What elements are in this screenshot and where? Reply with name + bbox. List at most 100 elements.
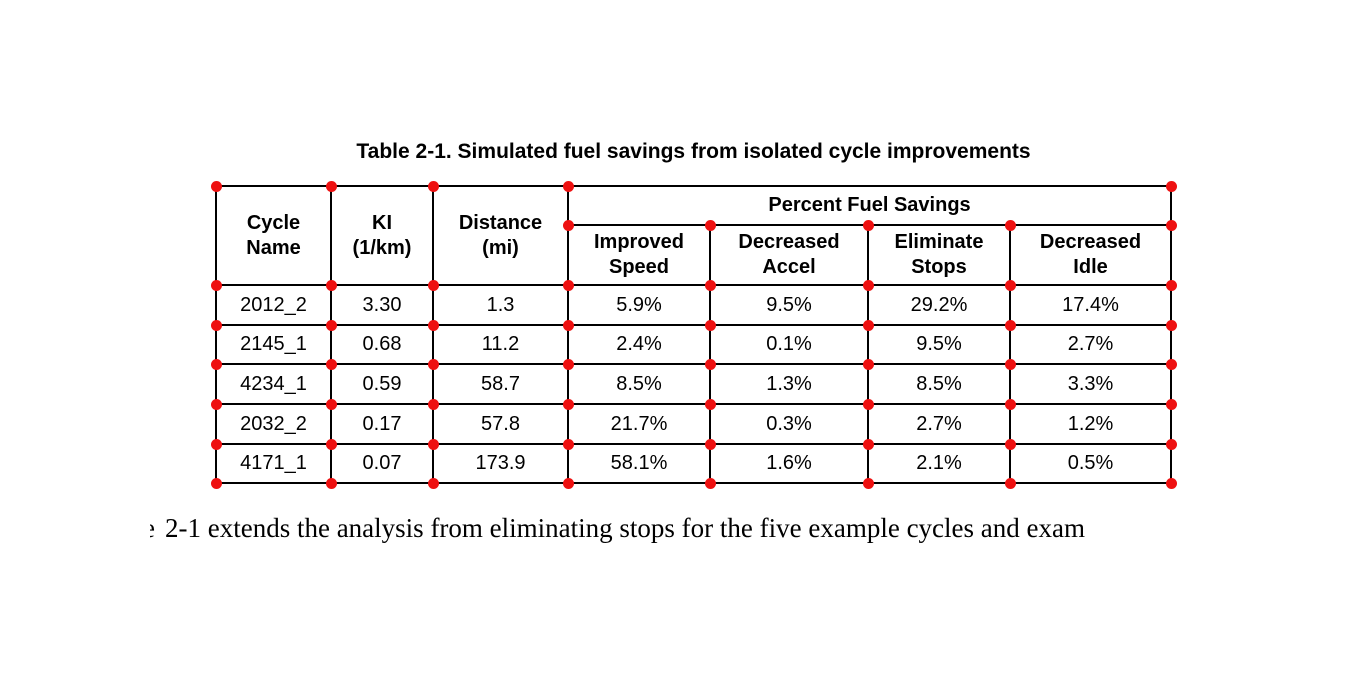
cell-ki: 0.17 — [330, 403, 434, 445]
cell-decreased-accel: 1.6% — [709, 443, 869, 484]
cell-corner-marker[interactable] — [704, 219, 716, 231]
cell-cycle-name: 2032_2 — [215, 403, 332, 445]
cell-ki: 0.68 — [330, 324, 434, 365]
col-header-distance: Distance (mi) — [432, 185, 569, 286]
cell-corner-marker[interactable] — [210, 279, 222, 291]
cell-corner-marker[interactable] — [562, 398, 574, 410]
cell-decreased-accel: 9.5% — [709, 284, 869, 326]
cell-distance: 11.2 — [432, 324, 569, 365]
cell-corner-marker[interactable] — [1004, 477, 1016, 489]
col-header-eliminate-stops: Eliminate Stops — [867, 224, 1011, 286]
cell-cycle-name: 2012_2 — [215, 284, 332, 326]
cell-corner-marker[interactable] — [704, 477, 716, 489]
cell-decreased-idle: 2.7% — [1008, 324, 1173, 365]
cell-corner-marker[interactable] — [427, 180, 439, 192]
cell-corner-marker[interactable] — [862, 279, 874, 291]
cell-corner-marker[interactable] — [210, 180, 222, 192]
cell-corner-marker[interactable] — [704, 398, 716, 410]
cell-ki: 3.30 — [330, 284, 434, 326]
cell-corner-marker[interactable] — [562, 438, 574, 450]
cell-corner-marker[interactable] — [210, 477, 222, 489]
cell-corner-marker[interactable] — [562, 358, 574, 370]
cell-corner-marker[interactable] — [1165, 319, 1177, 331]
cell-corner-marker[interactable] — [427, 438, 439, 450]
cell-corner-marker[interactable] — [325, 477, 337, 489]
cell-corner-marker[interactable] — [325, 279, 337, 291]
cell-corner-marker[interactable] — [427, 358, 439, 370]
cell-corner-marker[interactable] — [210, 358, 222, 370]
cell-corner-marker[interactable] — [562, 180, 574, 192]
cell-corner-marker[interactable] — [862, 319, 874, 331]
cell-corner-marker[interactable] — [562, 279, 574, 291]
cell-decreased-idle: 17.4% — [1008, 284, 1173, 326]
cell-decreased-idle: 3.3% — [1008, 363, 1173, 405]
cell-distance: 57.8 — [432, 403, 569, 445]
cell-corner-marker[interactable] — [704, 319, 716, 331]
cell-ki: 0.07 — [330, 443, 434, 484]
cell-corner-marker[interactable] — [325, 319, 337, 331]
table-row: 2145_1 0.68 11.2 2.4% 0.1% 9.5% 2.7% — [215, 324, 1173, 365]
cell-corner-marker[interactable] — [1004, 319, 1016, 331]
cell-corner-marker[interactable] — [1165, 279, 1177, 291]
cell-corner-marker[interactable] — [1004, 398, 1016, 410]
col-header-decreased-accel: Decreased Accel — [709, 224, 869, 286]
cell-corner-marker[interactable] — [1165, 398, 1177, 410]
cell-distance: 173.9 — [432, 443, 569, 484]
group-header-percent-fuel-savings: Percent Fuel Savings — [566, 185, 1173, 226]
cell-corner-marker[interactable] — [704, 279, 716, 291]
cell-corner-marker[interactable] — [1165, 477, 1177, 489]
cell-corner-marker[interactable] — [325, 358, 337, 370]
cell-corner-marker[interactable] — [1165, 219, 1177, 231]
cell-corner-marker[interactable] — [562, 319, 574, 331]
cell-decreased-idle: 1.2% — [1008, 403, 1173, 445]
cell-corner-marker[interactable] — [704, 358, 716, 370]
cell-decreased-accel: 0.3% — [709, 403, 869, 445]
cell-improved-speed: 5.9% — [567, 284, 711, 326]
cell-corner-marker[interactable] — [1165, 358, 1177, 370]
cell-corner-marker[interactable] — [325, 180, 337, 192]
cell-corner-marker[interactable] — [427, 477, 439, 489]
table-caption: Table 2-1. Simulated fuel savings from i… — [356, 140, 1031, 163]
cell-corner-marker[interactable] — [1165, 180, 1177, 192]
cell-corner-marker[interactable] — [210, 398, 222, 410]
cell-corner-marker[interactable] — [862, 477, 874, 489]
cell-corner-marker[interactable] — [427, 319, 439, 331]
cell-cycle-name: 4234_1 — [215, 363, 332, 405]
cell-eliminate-stops: 8.5% — [867, 363, 1011, 405]
cell-corner-marker[interactable] — [1004, 219, 1016, 231]
cell-corner-marker[interactable] — [1004, 279, 1016, 291]
cell-corner-marker[interactable] — [210, 319, 222, 331]
fuel-savings-table: Cycle Name KI (1/km) Distance (mi) Perce… — [215, 185, 1173, 484]
cell-distance: 1.3 — [432, 284, 569, 326]
header-row-sub: Improved Speed Decreased Accel Eliminate… — [216, 224, 1173, 286]
cell-cycle-name: 4171_1 — [215, 443, 332, 484]
cell-corner-marker[interactable] — [427, 279, 439, 291]
cell-corner-marker[interactable] — [862, 398, 874, 410]
col-header-ki: KI (1/km) — [330, 185, 434, 286]
cell-ki: 0.59 — [330, 363, 434, 405]
cell-corner-marker[interactable] — [704, 438, 716, 450]
cell-corner-marker[interactable] — [1165, 438, 1177, 450]
cell-eliminate-stops: 2.1% — [867, 443, 1011, 484]
cell-decreased-accel: 0.1% — [709, 324, 869, 365]
cell-corner-marker[interactable] — [1004, 438, 1016, 450]
cell-corner-marker[interactable] — [562, 219, 574, 231]
cell-corner-marker[interactable] — [210, 438, 222, 450]
cell-improved-speed: 2.4% — [567, 324, 711, 365]
cell-improved-speed: 21.7% — [567, 403, 711, 445]
cell-corner-marker[interactable] — [562, 477, 574, 489]
cell-distance: 58.7 — [432, 363, 569, 405]
cell-corner-marker[interactable] — [325, 398, 337, 410]
cell-corner-marker[interactable] — [325, 438, 337, 450]
cell-corner-marker[interactable] — [862, 438, 874, 450]
table-row: 4171_1 0.07 173.9 58.1% 1.6% 2.1% 0.5% — [215, 443, 1173, 484]
cell-corner-marker[interactable] — [862, 358, 874, 370]
cell-corner-marker[interactable] — [427, 398, 439, 410]
cell-decreased-accel: 1.3% — [709, 363, 869, 405]
cell-eliminate-stops: 29.2% — [867, 284, 1011, 326]
cell-corner-marker[interactable] — [862, 219, 874, 231]
cell-eliminate-stops: 9.5% — [867, 324, 1011, 365]
cell-improved-speed: 58.1% — [567, 443, 711, 484]
cell-corner-marker[interactable] — [1004, 358, 1016, 370]
table-row: 2012_2 3.30 1.3 5.9% 9.5% 29.2% 17.4% — [215, 284, 1173, 326]
